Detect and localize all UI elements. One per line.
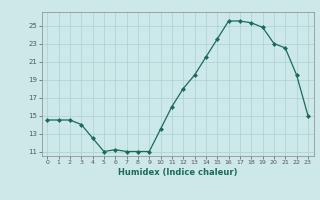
X-axis label: Humidex (Indice chaleur): Humidex (Indice chaleur) [118,168,237,177]
